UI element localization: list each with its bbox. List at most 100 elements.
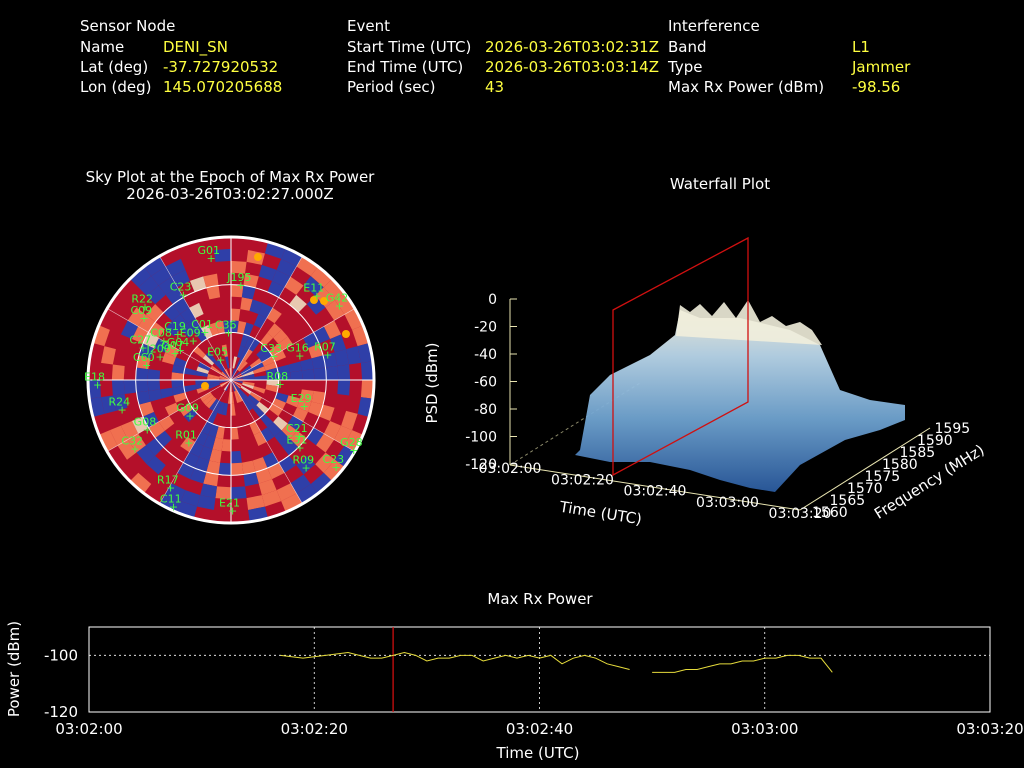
psd-peaks — [676, 300, 822, 345]
satellite-marker: + — [93, 379, 102, 392]
satellite-label: C11 — [160, 493, 182, 506]
interference-tile — [267, 323, 282, 338]
interference-tile — [231, 486, 247, 500]
interference-tile — [254, 375, 267, 380]
interference-tile — [246, 495, 265, 510]
interference-tile — [297, 398, 312, 412]
interference-tile — [311, 390, 326, 405]
satellite-label: R09 — [293, 454, 315, 467]
lat-label: Lat (deg) — [80, 58, 149, 76]
interference-tile — [207, 380, 220, 384]
interference-tile — [212, 437, 224, 451]
interference-tile — [292, 407, 309, 422]
interference-tile — [260, 413, 274, 428]
power-plot-frame — [88, 626, 991, 713]
satellite-marker: + — [228, 504, 237, 517]
interference-tile — [360, 361, 374, 380]
satellite-label: C23 — [322, 453, 344, 466]
interference-tile — [290, 474, 311, 494]
interference-tile — [231, 380, 241, 389]
interference-tile — [171, 364, 185, 374]
satellite-marker: + — [300, 400, 309, 413]
interference-tile — [243, 273, 259, 288]
interference-tile — [231, 371, 241, 380]
satellite-marker: + — [143, 423, 152, 436]
interference-tile — [215, 486, 231, 500]
interference-tile — [138, 401, 154, 417]
interference-tile — [219, 380, 231, 384]
interference-tile — [179, 403, 194, 417]
interference-tile — [207, 410, 218, 425]
interference-tile — [183, 367, 197, 376]
interference-tile — [98, 430, 118, 452]
satellite-label: G28 — [340, 436, 363, 449]
satellite-marker: + — [179, 289, 188, 302]
interference-tile — [268, 403, 283, 417]
satellite-label: E31 — [286, 433, 307, 446]
interference-tile — [159, 493, 181, 513]
satellite-marker: + — [236, 279, 245, 292]
psd-tick-label: 0 — [488, 292, 497, 308]
interference-tile — [244, 335, 255, 350]
interference-tile — [236, 359, 246, 371]
interference-tile — [202, 394, 215, 406]
interference-tile — [240, 385, 252, 395]
satellite-label: R22 — [131, 292, 153, 305]
satellite-marker: + — [224, 327, 233, 340]
interference-tile — [316, 433, 335, 453]
interference-tile — [242, 381, 255, 387]
interference-tile — [256, 346, 269, 359]
interference-tile — [117, 439, 137, 460]
interference-tile — [249, 299, 263, 314]
interference-tile — [281, 438, 299, 456]
power-series-line — [652, 654, 833, 673]
satellite-label: C08 — [150, 326, 172, 339]
interference-tile — [197, 362, 211, 371]
max-power-value: -98.56 — [852, 78, 901, 96]
interference-tile — [210, 365, 222, 375]
interference-tile — [136, 390, 151, 405]
interference-tile — [205, 396, 217, 409]
interference-tile — [258, 264, 277, 281]
interference-tile — [231, 380, 236, 392]
interference-tile — [231, 376, 243, 380]
interference-tile — [315, 452, 335, 473]
interference-tile — [296, 483, 319, 504]
satellite-marker: + — [312, 290, 321, 303]
interference-tile — [208, 424, 219, 438]
interference-tile — [241, 285, 256, 300]
interference-tile — [231, 403, 236, 416]
interference-tile — [334, 349, 350, 367]
interference-tile — [129, 472, 152, 494]
satellite-marker: + — [139, 312, 148, 325]
satellite-marker: + — [159, 334, 168, 347]
interference-tile — [334, 425, 353, 446]
frequency-tick-label: 1595 — [935, 421, 971, 437]
satellite-marker: + — [189, 335, 198, 348]
interference-tile — [290, 370, 303, 380]
interference-tile — [275, 392, 289, 403]
interference-tile — [272, 350, 287, 362]
interference-tile — [231, 462, 244, 476]
interference-tile — [231, 284, 244, 298]
frequency-tick-label: 1565 — [830, 493, 866, 509]
satellite-marker: + — [184, 436, 193, 449]
interference-tile — [203, 472, 219, 487]
interference-tile — [231, 260, 247, 274]
satellite-label: R07 — [314, 341, 336, 354]
interference-tile — [255, 468, 273, 484]
name-value: DENI_SN — [163, 38, 228, 56]
interference-tile — [199, 446, 213, 461]
interference-tile — [236, 389, 246, 401]
interference-tile — [231, 380, 243, 384]
interference-tile — [189, 276, 207, 292]
interference-tile — [138, 276, 159, 296]
interference-tile — [247, 394, 260, 406]
interference-tile — [151, 266, 172, 286]
satellite-label: R24 — [108, 396, 130, 409]
frequency-tick-label: 1570 — [847, 481, 883, 497]
interference-tile — [296, 455, 316, 475]
interference-tile — [241, 460, 256, 475]
interference-tile — [286, 395, 301, 408]
frequency-tick-label: 1585 — [900, 445, 936, 461]
